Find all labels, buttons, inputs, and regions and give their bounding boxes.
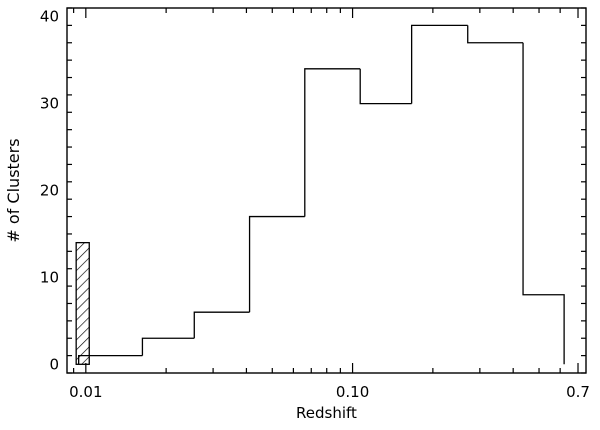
histogram-bar [248, 215, 305, 313]
x-tick-label: 0.7 [566, 383, 590, 401]
histogram-bar [193, 311, 250, 339]
x-tick-label: 0.01 [69, 383, 102, 401]
histogram-bar [304, 68, 361, 217]
histogram-bar [467, 25, 524, 44]
histogram-bar [78, 354, 143, 365]
y-tick-label: 40 [40, 8, 59, 26]
y-tick-label: 0 [49, 355, 59, 373]
x-axis-label: Redshift [296, 404, 357, 422]
plot-frame [66, 7, 587, 374]
histogram-bar [410, 24, 468, 104]
y-tick-label: 10 [40, 268, 59, 286]
histogram-bar [141, 337, 195, 356]
y-tick-label: 30 [40, 95, 59, 113]
x-tick-label: 0.10 [336, 383, 369, 401]
y-axis-label: # of Clusters [4, 138, 23, 242]
hatched-bar [75, 241, 90, 365]
histogram-bar [522, 42, 565, 365]
y-tick-label: 20 [40, 182, 59, 200]
histogram-bar [359, 68, 412, 105]
